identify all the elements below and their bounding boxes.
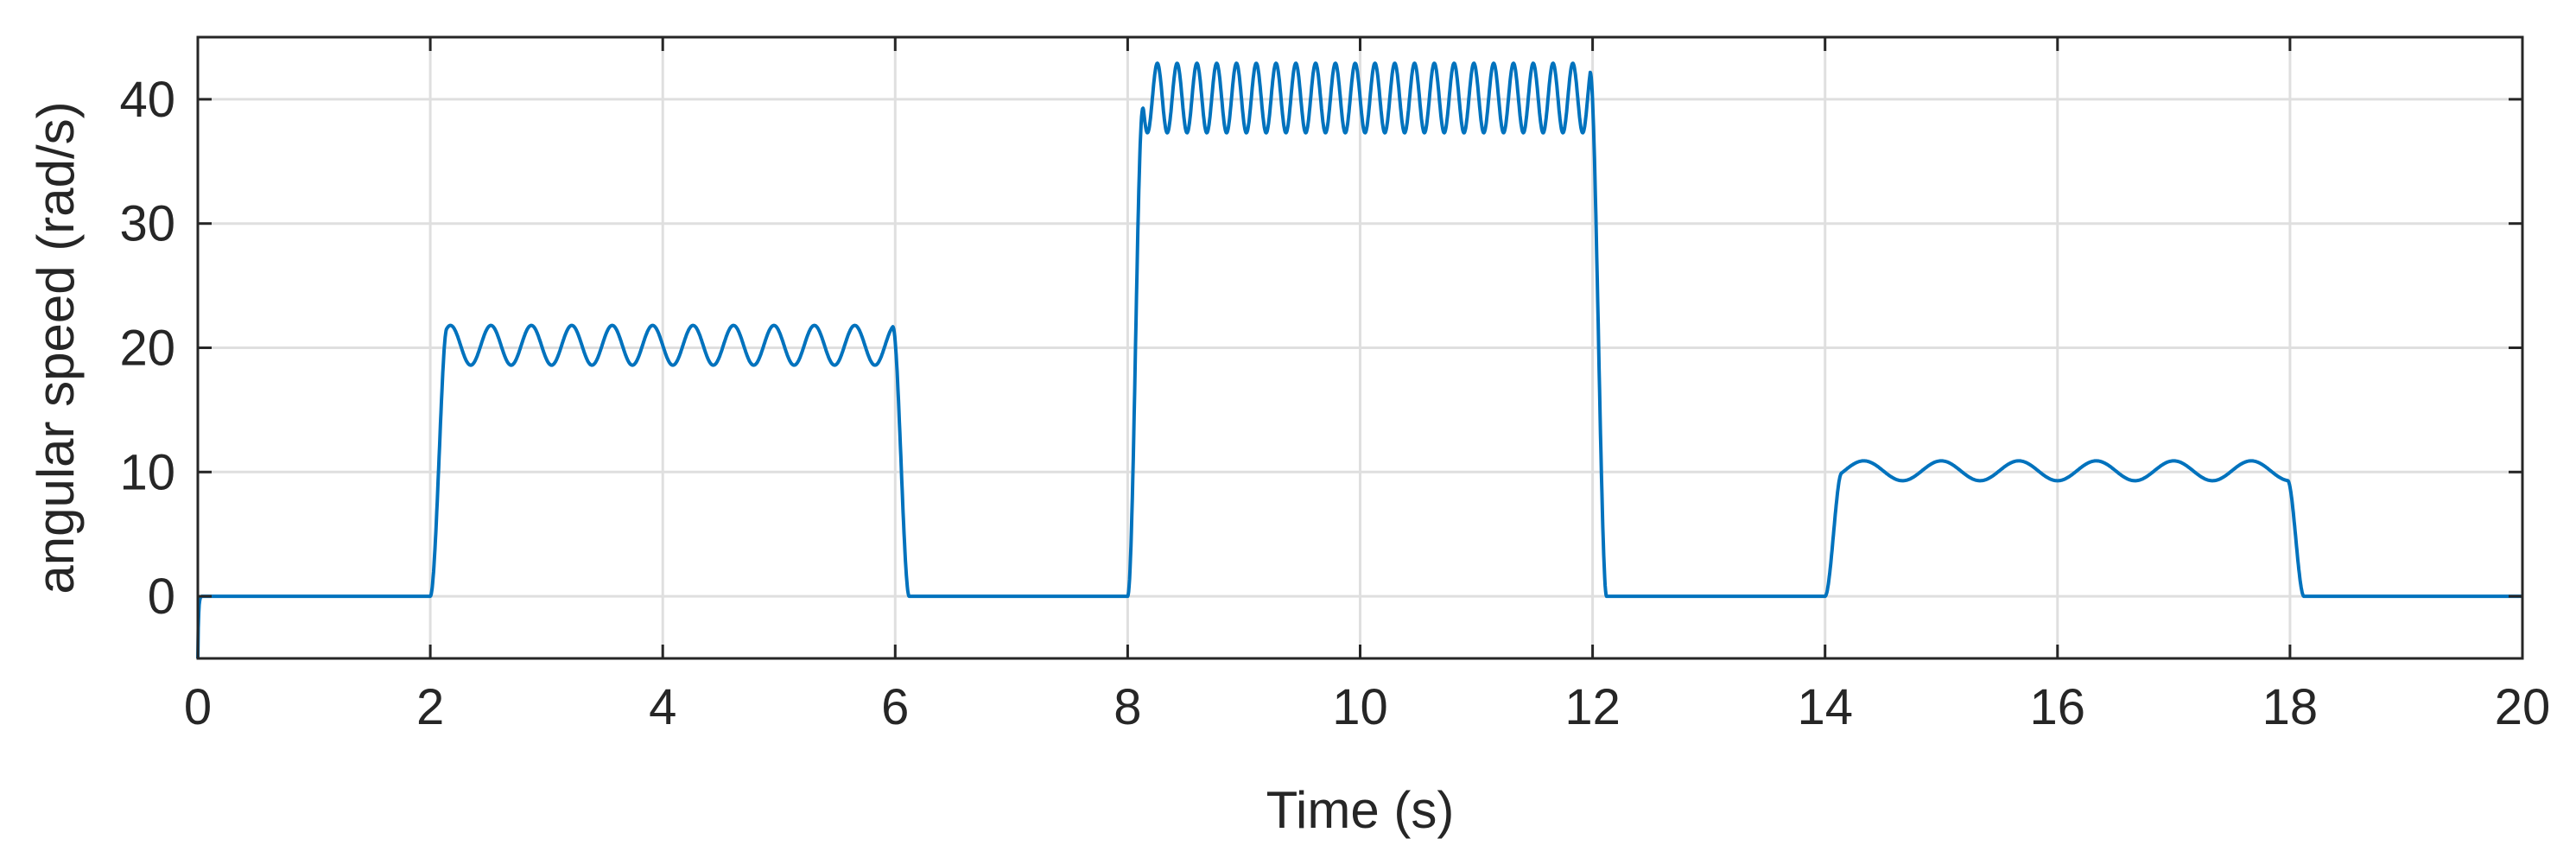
series-line — [196, 61, 2524, 659]
x-tick-label: 2 — [416, 679, 444, 735]
x-tick-label: 14 — [1797, 679, 1853, 735]
x-tick-label: 6 — [881, 679, 909, 735]
y-tick-label: 10 — [119, 444, 175, 500]
y-tick-label: 0 — [148, 569, 175, 625]
ticks — [196, 37, 2524, 658]
x-tick-label: 18 — [2262, 679, 2319, 735]
x-tick-label: 20 — [2495, 679, 2551, 735]
y-axis-label: angular speed (rad/s) — [27, 101, 85, 594]
x-axis-label: Time (s) — [1266, 781, 1455, 839]
y-tick-label: 30 — [119, 196, 175, 252]
x-tick-label: 8 — [1114, 679, 1141, 735]
y-tick-labels: 0 10 20 30 40 — [119, 72, 175, 625]
y-tick-label: 20 — [119, 321, 175, 377]
x-tick-label: 4 — [649, 679, 676, 735]
x-tick-label: 10 — [1332, 679, 1388, 735]
x-tick-label: 16 — [2030, 679, 2086, 735]
x-tick-labels: 0 2 4 6 8 10 12 14 16 18 20 — [184, 679, 2550, 735]
plot-area — [196, 61, 2524, 659]
x-tick-label: 0 — [184, 679, 212, 735]
y-tick-label: 40 — [119, 72, 175, 128]
x-tick-label: 12 — [1564, 679, 1621, 735]
